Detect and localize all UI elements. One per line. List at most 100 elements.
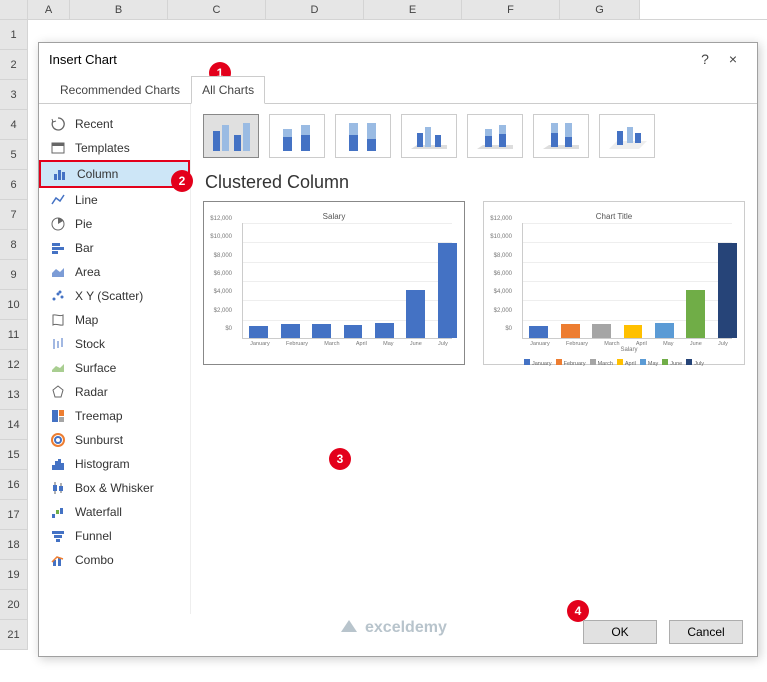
surface-icon bbox=[49, 360, 67, 376]
waterfall-icon bbox=[49, 504, 67, 520]
recent-icon bbox=[49, 116, 67, 132]
treemap-icon bbox=[49, 408, 67, 424]
sidebar-item-histogram[interactable]: Histogram bbox=[39, 452, 190, 476]
sidebar-item-stock[interactable]: Stock bbox=[39, 332, 190, 356]
row-header[interactable]: 8 bbox=[0, 230, 28, 260]
row-header[interactable]: 10 bbox=[0, 290, 28, 320]
sidebar-item-waterfall[interactable]: Waterfall bbox=[39, 500, 190, 524]
subtype-3d-100-stacked[interactable] bbox=[533, 114, 589, 158]
col-header-c[interactable]: C bbox=[168, 0, 266, 19]
sidebar-item-funnel[interactable]: Funnel bbox=[39, 524, 190, 548]
sidebar-item-label: Radar bbox=[75, 385, 108, 399]
watermark: exceldemy bbox=[339, 618, 447, 638]
sidebar-item-label: Combo bbox=[75, 553, 114, 567]
close-button[interactable]: × bbox=[719, 51, 747, 67]
sidebar-item-scatter[interactable]: X Y (Scatter) bbox=[39, 284, 190, 308]
sidebar-item-label: Funnel bbox=[75, 529, 112, 543]
tab-all-charts[interactable]: All Charts bbox=[191, 76, 265, 104]
row-header[interactable]: 11 bbox=[0, 320, 28, 350]
help-button[interactable]: ? bbox=[691, 51, 719, 67]
templates-icon bbox=[49, 140, 67, 156]
subtype-3d-clustered[interactable] bbox=[401, 114, 457, 158]
row-header[interactable]: 21 bbox=[0, 620, 28, 650]
sidebar-item-templates[interactable]: Templates bbox=[39, 136, 190, 160]
radar-icon bbox=[49, 384, 67, 400]
row-header[interactable]: 7 bbox=[0, 200, 28, 230]
callout-3: 3 bbox=[329, 448, 351, 470]
col-header-a[interactable]: A bbox=[28, 0, 70, 19]
sidebar-item-label: Recent bbox=[75, 117, 113, 131]
chart-subtype-row bbox=[203, 114, 745, 158]
area-icon bbox=[49, 264, 67, 280]
combo-icon bbox=[49, 552, 67, 568]
chart-preview-salary[interactable]: Salary$12,000$10,000$8,000$6,000$4,000$2… bbox=[203, 201, 465, 365]
row-header[interactable]: 3 bbox=[0, 80, 28, 110]
row-header[interactable]: 18 bbox=[0, 530, 28, 560]
sidebar-item-label: Box & Whisker bbox=[75, 481, 154, 495]
column-icon bbox=[51, 166, 69, 182]
row-header[interactable]: 13 bbox=[0, 380, 28, 410]
row-header[interactable]: 9 bbox=[0, 260, 28, 290]
sidebar-item-area[interactable]: Area bbox=[39, 260, 190, 284]
sidebar-item-label: Area bbox=[75, 265, 100, 279]
sidebar-item-pie[interactable]: Pie bbox=[39, 212, 190, 236]
row-header[interactable]: 16 bbox=[0, 470, 28, 500]
sidebar-item-treemap[interactable]: Treemap bbox=[39, 404, 190, 428]
chart-type-sidebar: Recent Templates Column LinePie Bar Area X Y (… bbox=[39, 104, 191, 614]
ok-button[interactable]: OK bbox=[583, 620, 657, 644]
col-header-d[interactable]: D bbox=[266, 0, 364, 19]
subtype-3d-stacked[interactable] bbox=[467, 114, 523, 158]
row-header[interactable]: 1 bbox=[0, 20, 28, 50]
subtype-clustered-column[interactable] bbox=[203, 114, 259, 158]
row-header[interactable]: 2 bbox=[0, 50, 28, 80]
scatter-icon bbox=[49, 288, 67, 304]
select-all-corner[interactable] bbox=[0, 0, 28, 19]
line-icon bbox=[49, 192, 67, 208]
sidebar-item-surface[interactable]: Surface bbox=[39, 356, 190, 380]
dialog-title: Insert Chart bbox=[49, 52, 691, 67]
row-header[interactable]: 20 bbox=[0, 590, 28, 620]
subtype-stacked-column[interactable] bbox=[269, 114, 325, 158]
callout-4: 4 bbox=[567, 600, 589, 622]
row-header[interactable]: 14 bbox=[0, 410, 28, 440]
row-header[interactable]: 12 bbox=[0, 350, 28, 380]
subtype-100-stacked-column[interactable] bbox=[335, 114, 391, 158]
row-header[interactable]: 19 bbox=[0, 560, 28, 590]
sidebar-item-recent[interactable]: Recent bbox=[39, 112, 190, 136]
chart-preview-title[interactable]: Chart Title$12,000$10,000$8,000$6,000$4,… bbox=[483, 201, 745, 365]
sidebar-item-combo[interactable]: Combo bbox=[39, 548, 190, 572]
sidebar-item-map[interactable]: Map bbox=[39, 308, 190, 332]
sidebar-item-label: Column bbox=[77, 167, 118, 181]
sidebar-item-bar[interactable]: Bar bbox=[39, 236, 190, 260]
subtype-3d-column[interactable] bbox=[599, 114, 655, 158]
sidebar-item-column[interactable]: Column bbox=[39, 160, 190, 188]
sidebar-item-radar[interactable]: Radar bbox=[39, 380, 190, 404]
sidebar-item-boxwhisker[interactable]: Box & Whisker bbox=[39, 476, 190, 500]
insert-chart-dialog: Insert Chart ? × 1 Recommended Charts Al… bbox=[38, 42, 758, 657]
bar-icon bbox=[49, 240, 67, 256]
sidebar-item-label: Surface bbox=[75, 361, 116, 375]
callout-2: 2 bbox=[171, 170, 193, 192]
sidebar-item-sunburst[interactable]: Sunburst bbox=[39, 428, 190, 452]
row-header[interactable]: 17 bbox=[0, 500, 28, 530]
pie-icon bbox=[49, 216, 67, 232]
row-header[interactable]: 6 bbox=[0, 170, 28, 200]
sidebar-item-label: Waterfall bbox=[75, 505, 122, 519]
sidebar-item-line[interactable]: Line bbox=[39, 188, 190, 212]
col-header-f[interactable]: F bbox=[462, 0, 560, 19]
col-header-b[interactable]: B bbox=[70, 0, 168, 19]
row-header[interactable]: 4 bbox=[0, 110, 28, 140]
tab-recommended[interactable]: Recommended Charts bbox=[49, 76, 191, 104]
sidebar-item-label: Histogram bbox=[75, 457, 130, 471]
sidebar-item-label: Bar bbox=[75, 241, 94, 255]
col-header-e[interactable]: E bbox=[364, 0, 462, 19]
row-header[interactable]: 15 bbox=[0, 440, 28, 470]
row-header[interactable]: 5 bbox=[0, 140, 28, 170]
sidebar-item-label: X Y (Scatter) bbox=[75, 289, 143, 303]
chart-subtype-name: Clustered Column bbox=[205, 172, 745, 193]
funnel-icon bbox=[49, 528, 67, 544]
col-header-g[interactable]: G bbox=[560, 0, 640, 19]
cancel-button[interactable]: Cancel bbox=[669, 620, 743, 644]
histogram-icon bbox=[49, 456, 67, 472]
sidebar-item-label: Stock bbox=[75, 337, 105, 351]
